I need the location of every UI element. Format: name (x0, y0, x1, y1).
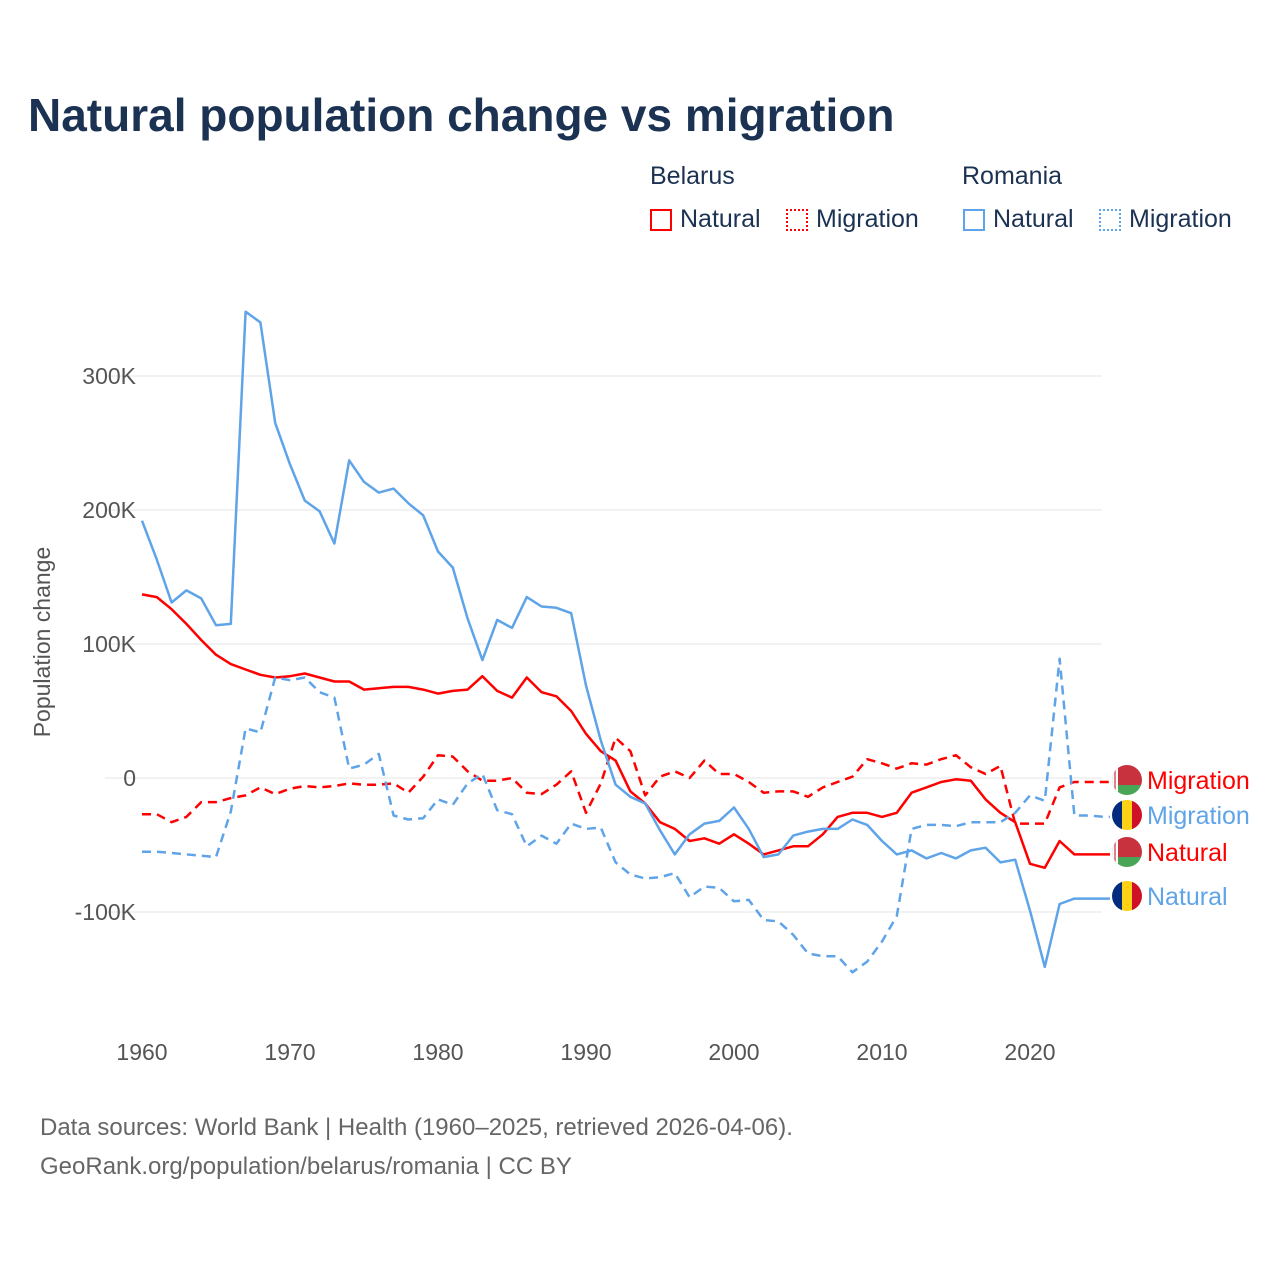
y-tick-label: 300K (82, 363, 136, 389)
chart-title: Natural population change vs migration (28, 89, 895, 141)
legend-belarus-natural[interactable]: Natural (650, 205, 761, 234)
legend-label: Migration (816, 205, 919, 233)
end-label-romania-natural: Natural (1147, 883, 1228, 911)
series-line-belarus-natural[interactable] (141, 593, 1110, 870)
legend-belarus-migration[interactable]: Migration (786, 205, 919, 234)
x-tick-label: 2010 (856, 1039, 907, 1065)
series-line-romania-migration[interactable] (142, 657, 1110, 974)
x-tick-label: 2020 (1004, 1039, 1055, 1065)
flag-belarus-icon (1112, 765, 1142, 795)
flag-romania-icon (1112, 881, 1142, 911)
legend-romania-natural[interactable]: Natural (963, 205, 1074, 234)
end-label-belarus-natural: Natural (1147, 839, 1228, 867)
x-tick-label: 1980 (412, 1039, 463, 1065)
end-label-belarus-migration: Migration (1147, 767, 1250, 795)
legend-romania-migration[interactable]: Migration (1099, 205, 1232, 234)
source-line-1: Data sources: World Bank | Health (1960–… (40, 1114, 793, 1141)
flag-belarus-icon (1112, 837, 1142, 867)
y-tick-label: -100K (75, 899, 137, 925)
legend-group-romania: Romania (962, 162, 1063, 190)
legend-label: Natural (993, 205, 1074, 233)
legend-label: Natural (680, 205, 761, 233)
y-axis-label: Population change (29, 547, 55, 738)
source-note: Data sources: World Bank | Health (1960–… (40, 1108, 793, 1186)
series-line-romania-natural[interactable] (140, 310, 1110, 969)
y-tick-label: 100K (82, 631, 136, 657)
legend-label: Migration (1129, 205, 1232, 233)
y-tick-label: 200K (82, 497, 136, 523)
legend-swatch-dotted-blue (1099, 208, 1121, 231)
y-tick-label: 0 (123, 765, 136, 791)
legend-swatch-dotted-red (786, 208, 808, 231)
series-line-belarus-migration[interactable] (142, 736, 1110, 825)
x-tick-label: 1960 (116, 1039, 167, 1065)
x-tick-label: 1990 (560, 1039, 611, 1065)
x-tick-label: 1970 (264, 1039, 315, 1065)
flag-romania-icon (1112, 800, 1142, 830)
source-link[interactable]: GeoRank.org/population/belarus/romania |… (40, 1153, 572, 1180)
legend-swatch-solid-red (650, 208, 672, 231)
x-tick-label: 2000 (708, 1039, 759, 1065)
legend-swatch-solid-blue (963, 208, 985, 231)
end-label-romania-migration: Migration (1147, 802, 1250, 830)
legend-group-belarus: Belarus (650, 162, 735, 190)
